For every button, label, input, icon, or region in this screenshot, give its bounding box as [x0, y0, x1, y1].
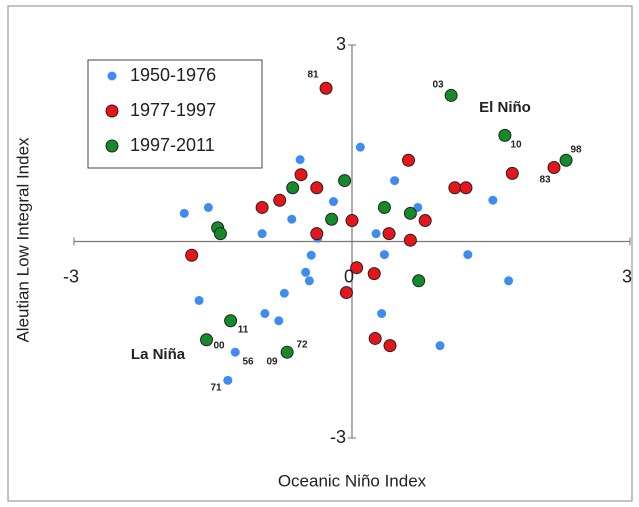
point: [255, 200, 269, 214]
point: [435, 341, 445, 351]
point-label: 10: [510, 140, 522, 151]
legend-marker: [105, 104, 119, 118]
point: [412, 274, 426, 288]
point: [488, 195, 498, 205]
x-tick-label: 0: [344, 266, 354, 286]
point: [350, 261, 364, 275]
x-tick-label: 3: [622, 266, 632, 286]
point: [328, 197, 338, 207]
point: [213, 227, 227, 241]
point: [377, 309, 387, 319]
point: [224, 314, 238, 328]
point: [345, 214, 359, 228]
point: [310, 227, 324, 241]
point: [274, 316, 284, 326]
point: [402, 153, 416, 167]
y-tick-label: -3: [330, 427, 346, 447]
annotation: El Niño: [479, 99, 531, 116]
point: [390, 176, 400, 186]
point: [279, 288, 289, 298]
point: [301, 267, 311, 277]
point: [448, 181, 462, 195]
point: [230, 347, 240, 357]
point-label: 98: [570, 145, 582, 156]
point: [383, 339, 397, 353]
y-axis-title: Aleutian Low Integral Index: [13, 137, 32, 343]
point: [338, 174, 352, 188]
point: [286, 181, 300, 195]
point: [504, 276, 514, 286]
point: [325, 212, 339, 226]
point: [273, 193, 287, 207]
point: [444, 88, 458, 102]
chart-frame: [7, 5, 633, 502]
point: [403, 233, 417, 247]
annotation: La Niña: [131, 346, 186, 363]
point: [294, 168, 308, 182]
x-axis-title: Oceanic Niño Index: [278, 471, 427, 490]
point: [319, 81, 333, 95]
legend-marker: [107, 71, 117, 81]
legend-label: 1977-1997: [130, 100, 216, 120]
point: [368, 331, 382, 345]
point-label: 03: [432, 80, 444, 91]
point: [304, 276, 314, 286]
point-label: 72: [296, 340, 308, 351]
point-label: 00: [213, 341, 225, 352]
point: [339, 286, 353, 300]
point: [377, 200, 391, 214]
point: [355, 142, 365, 152]
point: [382, 227, 396, 241]
point: [547, 160, 561, 174]
x-tick-label: -3: [63, 266, 79, 286]
point: [223, 375, 233, 385]
point: [194, 295, 204, 305]
point: [203, 202, 213, 212]
legend-label: 1997-2011: [130, 135, 215, 155]
point: [200, 333, 214, 347]
point-label: 11: [238, 325, 249, 336]
point-label: 56: [242, 357, 254, 368]
point: [310, 181, 324, 195]
y-tick-label: 3: [336, 34, 346, 54]
point: [379, 250, 389, 260]
point: [306, 250, 316, 260]
point: [559, 153, 573, 167]
point-label: 83: [539, 175, 551, 186]
point: [287, 214, 297, 224]
point: [295, 155, 305, 165]
point: [505, 166, 519, 180]
legend-marker: [105, 139, 119, 153]
point: [257, 229, 267, 239]
point: [459, 181, 473, 195]
point: [367, 267, 381, 281]
point: [260, 309, 270, 319]
legend-label: 1950-1976: [130, 65, 216, 85]
point: [185, 248, 199, 262]
point-label: 81: [307, 70, 319, 81]
point: [498, 128, 512, 142]
point-label: 09: [266, 357, 278, 368]
point: [371, 229, 381, 239]
point: [418, 214, 432, 228]
point: [403, 206, 417, 220]
point-label: 71: [210, 383, 222, 394]
point: [280, 345, 294, 359]
point: [179, 208, 189, 218]
point: [463, 250, 473, 260]
